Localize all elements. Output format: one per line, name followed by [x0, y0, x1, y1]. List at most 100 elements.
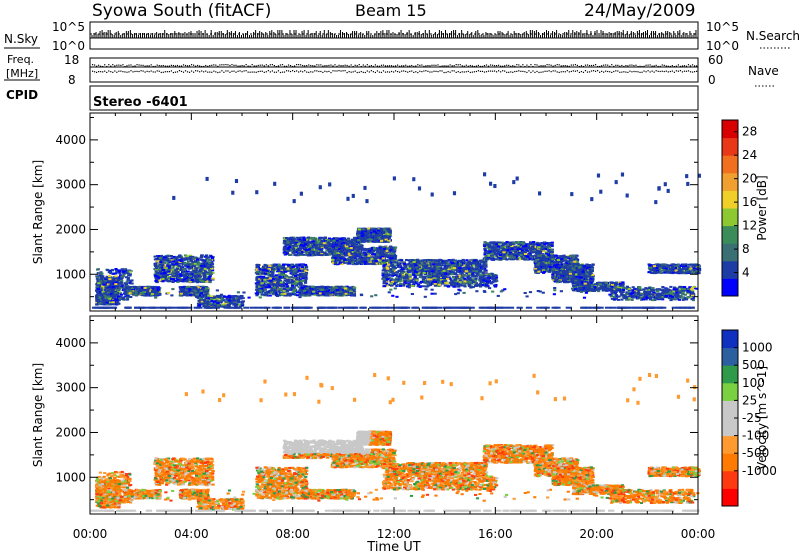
nave-mark	[660, 66, 661, 67]
echo-cell	[279, 276, 282, 278]
echo-cell	[280, 285, 283, 287]
echo-cell	[274, 276, 277, 278]
freq-mark	[405, 71, 406, 72]
freq-mark	[611, 72, 612, 73]
echo-cell	[122, 298, 125, 300]
freq-mark	[365, 72, 366, 73]
echo-cell	[295, 254, 298, 256]
echo-cell	[166, 255, 169, 257]
freq-mark	[272, 70, 273, 71]
nave-mark	[306, 65, 307, 66]
nave-mark	[359, 64, 360, 65]
echo-cell	[129, 292, 132, 294]
echo-cell	[163, 259, 166, 261]
echo-cell	[265, 293, 268, 295]
nave-mark	[371, 65, 372, 66]
echo-cell	[307, 237, 310, 239]
freq-mark	[615, 70, 616, 71]
freq-mark	[377, 70, 378, 71]
echo-cell	[291, 287, 294, 289]
echo-cell	[301, 275, 304, 277]
echo-cell	[305, 249, 308, 251]
nave-mark	[181, 65, 182, 66]
echo-cell	[124, 288, 127, 290]
echo-cell	[204, 268, 207, 270]
freq-label-line2: [MHz]	[6, 67, 38, 80]
freq-mark	[215, 71, 216, 72]
freq-mark	[367, 70, 368, 71]
echo-cell	[103, 284, 106, 286]
echo-cell	[240, 295, 243, 297]
echo-cell	[303, 239, 306, 241]
freq-mark	[668, 71, 669, 72]
echo-cell	[205, 291, 208, 293]
echo-cell	[294, 269, 297, 271]
echo-cell	[131, 283, 134, 285]
nave-mark	[637, 66, 638, 67]
echo-cell	[332, 242, 335, 244]
freq-mark	[302, 71, 303, 72]
freq-mark	[157, 70, 158, 71]
nave-mark	[569, 66, 570, 67]
freq-mark	[607, 71, 608, 72]
nave-mark	[547, 64, 548, 65]
echo-cell	[190, 290, 193, 292]
freq-mark	[613, 71, 614, 72]
echo-cell	[163, 256, 166, 258]
echo-cell	[255, 294, 258, 296]
echo-cell	[264, 281, 267, 283]
nave-mark	[252, 64, 253, 65]
echo-cell	[118, 297, 121, 299]
freq-mark	[353, 71, 354, 72]
freq-mark	[468, 71, 469, 72]
freq-mark	[437, 71, 438, 72]
nave-mark	[585, 65, 586, 66]
echo-cell	[199, 272, 202, 274]
echo-cell	[342, 242, 345, 244]
echo-cell	[154, 263, 157, 265]
echo-cell	[293, 277, 296, 279]
echo-cell	[110, 283, 113, 285]
nave-mark	[433, 65, 434, 66]
echo-cell	[305, 278, 308, 280]
nave-mark	[466, 65, 467, 66]
echo-cell	[320, 245, 323, 247]
nave-mark	[268, 65, 269, 66]
freq-mark	[662, 71, 663, 72]
nave-mark	[179, 66, 180, 67]
echo-cell	[147, 288, 150, 290]
freq-tick-bottom: 8	[68, 73, 76, 87]
freq-mark	[310, 71, 311, 72]
freq-mark	[338, 70, 339, 71]
echo-cell	[323, 242, 326, 244]
echo-cell	[256, 273, 259, 275]
nave-mark	[409, 65, 410, 66]
freq-mark	[241, 71, 242, 72]
echo-cell	[194, 273, 197, 275]
echo-cell	[160, 273, 163, 275]
freq-mark	[502, 70, 503, 71]
nave-mark	[595, 64, 596, 65]
echo-cell	[122, 271, 125, 273]
nave-mark	[512, 65, 513, 66]
nave-mark	[334, 64, 335, 65]
freq-mark	[433, 71, 434, 72]
echo-cell	[285, 275, 288, 277]
nave-mark	[656, 65, 657, 66]
freq-mark	[205, 71, 206, 72]
echo-cell	[108, 280, 111, 282]
nave-mark	[110, 66, 111, 67]
echo-cell	[289, 237, 292, 239]
echo-cell	[190, 260, 193, 262]
freq-mark	[98, 71, 99, 72]
freq-mark	[324, 71, 325, 72]
nave-mark	[615, 65, 616, 66]
nave-mark	[300, 64, 301, 65]
echo-cell	[304, 247, 307, 249]
freq-mark	[120, 71, 121, 72]
nave-mark	[668, 66, 669, 67]
echo-cell	[298, 283, 301, 285]
echo-cell	[126, 299, 129, 301]
freq-mark	[635, 71, 636, 72]
nave-mark	[260, 65, 261, 66]
